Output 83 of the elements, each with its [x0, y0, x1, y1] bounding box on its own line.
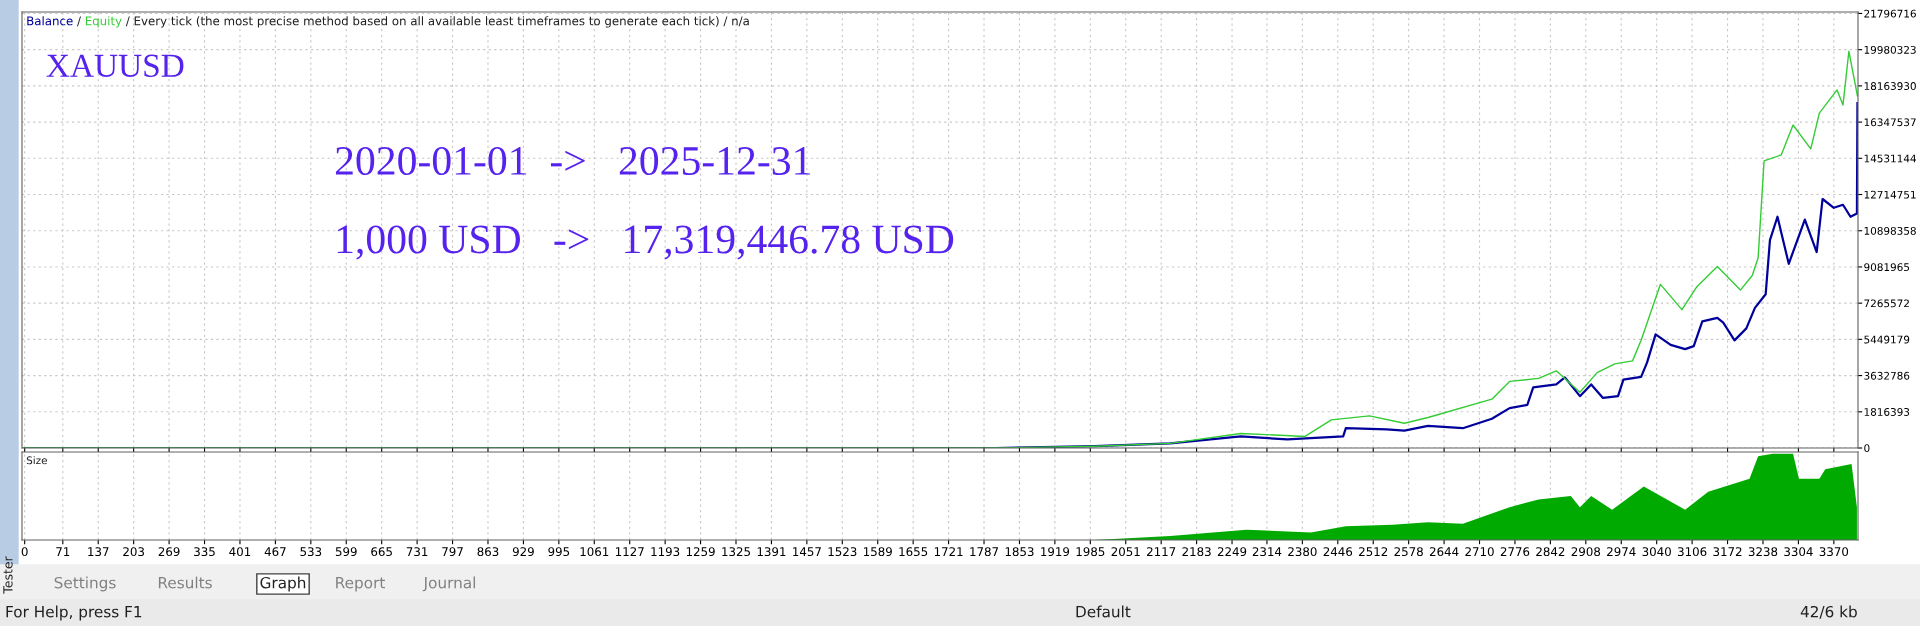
- x-tick-label: 1919: [1041, 547, 1070, 557]
- x-tick-label: 797: [442, 547, 463, 557]
- x-tick-label: 1523: [828, 547, 857, 557]
- x-tick-label: 599: [335, 547, 357, 557]
- x-tick-label: 1655: [899, 547, 928, 557]
- text: Journal: [422, 576, 475, 592]
- text: Balance: [27, 16, 73, 26]
- x-tick-label: 2446: [1323, 547, 1353, 557]
- x-tick-label: 467: [264, 547, 286, 557]
- annotation: XAUUSD: [46, 54, 184, 78]
- annotation: /: [77, 16, 81, 27]
- x-tick-label: 0: [21, 547, 28, 557]
- x-tick-label: 1391: [757, 547, 786, 557]
- text: 42/6 kb: [1800, 605, 1857, 619]
- x-tick-label: 2380: [1288, 547, 1317, 557]
- x-tick-label: 203: [123, 547, 144, 557]
- x-tick-label: 863: [477, 547, 499, 557]
- text: Equity: [85, 16, 122, 28]
- text: Tester: [3, 556, 13, 594]
- x-tick-label: 665: [371, 547, 392, 557]
- x-tick-label: 1127: [615, 547, 644, 556]
- x-tick-label: 995: [548, 547, 570, 557]
- text: Results: [158, 576, 212, 589]
- x-tick-label: 1787: [970, 547, 999, 557]
- text: Graph: [260, 576, 306, 592]
- annotation: 2020-01-01 -> 2025-12-31: [335, 146, 810, 176]
- x-tick-label: 3040: [1642, 547, 1671, 557]
- annotation: 1,000 USD -> 17,319,446.78 USD: [337, 225, 954, 260]
- x-tick-label: 1259: [686, 547, 715, 557]
- x-tick-label: 2644: [1429, 547, 1459, 557]
- y-tick-label: 18163930: [1864, 82, 1916, 90]
- annotation: /: [125, 16, 130, 27]
- x-tick-label: 1985: [1076, 547, 1105, 557]
- x-tick-label: 2314: [1252, 547, 1282, 557]
- x-tick-label: 1589: [864, 547, 892, 557]
- x-tick-label: 3304: [1784, 547, 1813, 557]
- y-tick-label: 16347537: [1864, 118, 1916, 127]
- x-tick-label: 2249: [1217, 547, 1247, 557]
- y-tick-label: 1816393: [1864, 408, 1910, 416]
- x-tick-label: 2710: [1465, 547, 1494, 557]
- y-tick-label: 3632786: [1864, 371, 1910, 380]
- x-tick-label: 2051: [1111, 547, 1140, 557]
- y-tick-label: 14531144: [1864, 154, 1916, 163]
- text: Settings: [54, 576, 116, 592]
- text: Default: [1076, 605, 1131, 618]
- x-tick-label: 335: [194, 547, 215, 557]
- x-tick-label: 1193: [651, 547, 680, 557]
- y-tick-label: 19980323: [1864, 45, 1916, 54]
- y-tick-label: 9081965: [1864, 263, 1910, 272]
- x-tick-label: 269: [158, 547, 180, 557]
- x-tick-label: 1457: [793, 547, 821, 557]
- y-tick-label: 0: [1864, 444, 1870, 453]
- chart-title: Size: [26, 456, 47, 465]
- x-tick-label: 1853: [1005, 547, 1034, 557]
- y-tick-label: 10898358: [1864, 226, 1916, 235]
- x-tick-label: 2183: [1182, 547, 1211, 557]
- chart-title: Every tick (the most precise method based on all available least timeframes to generate each tick) / n/a: [134, 16, 749, 28]
- x-tick-label: 2512: [1359, 547, 1388, 557]
- x-tick-label: 1721: [934, 547, 963, 556]
- y-tick-label: 5449179: [1864, 335, 1910, 344]
- x-tick-label: 2117: [1147, 547, 1176, 556]
- x-tick-label: 2974: [1607, 547, 1636, 557]
- x-tick-label: 929: [512, 547, 534, 557]
- y-tick-label: 21796716: [1864, 9, 1916, 18]
- x-tick-label: 3106: [1677, 547, 1707, 557]
- x-tick-label: 137: [88, 547, 109, 557]
- x-tick-label: 71: [56, 547, 70, 556]
- x-tick-label: 2776: [1500, 547, 1530, 557]
- x-tick-label: 3172: [1713, 547, 1742, 557]
- x-tick-label: 3370: [1819, 547, 1849, 557]
- x-tick-label: 2578: [1394, 547, 1423, 557]
- y-tick-label: 7265572: [1864, 299, 1909, 308]
- x-tick-label: 2908: [1571, 547, 1601, 557]
- text: For Help, press F1: [6, 605, 142, 621]
- x-tick-label: 1061: [580, 547, 609, 557]
- x-tick-label: 1325: [722, 547, 750, 557]
- x-tick-label: 401: [229, 547, 251, 557]
- x-tick-label: 731: [406, 547, 428, 557]
- x-tick-label: 533: [300, 547, 322, 557]
- y-tick-label: 12714751: [1864, 190, 1916, 199]
- x-tick-label: 2842: [1536, 547, 1565, 557]
- x-tick-label: 3238: [1748, 547, 1778, 557]
- text: Report: [336, 577, 385, 592]
